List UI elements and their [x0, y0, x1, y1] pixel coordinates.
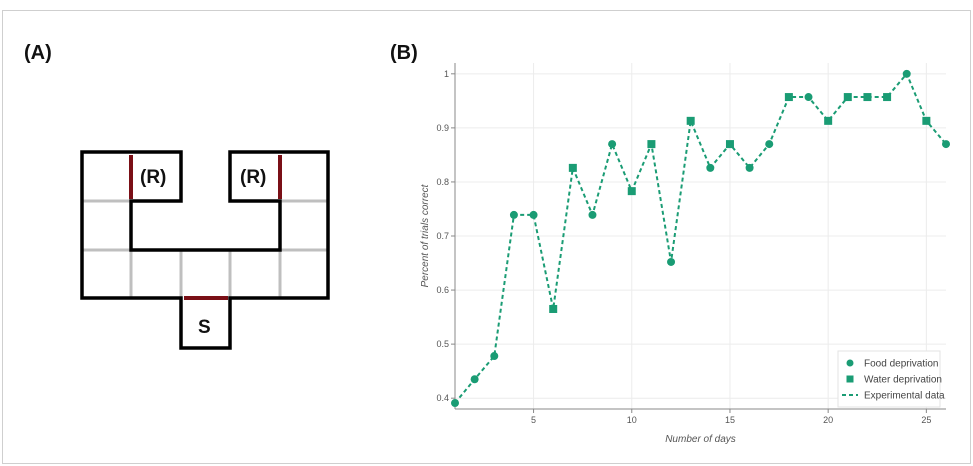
- food-deprivation-point: [902, 69, 911, 78]
- y-tick-label: 0.6: [436, 285, 449, 295]
- food-deprivation-point: [804, 93, 813, 102]
- food-deprivation-point: [608, 140, 617, 149]
- chart-ticks: 0.40.50.60.70.80.915 10 15 20 25: [436, 69, 931, 425]
- x-tick-label: 15: [725, 415, 735, 425]
- y-tick-label: 0.8: [436, 177, 449, 187]
- legend-item: Experimental data: [842, 391, 945, 402]
- left-reward-label: (R): [140, 167, 166, 188]
- food-deprivation-point: [470, 375, 479, 384]
- food-deprivation-point: [765, 140, 774, 149]
- food-deprivation-point: [529, 210, 538, 219]
- food-deprivation-point: [490, 352, 499, 361]
- water-deprivation-point: [784, 93, 793, 102]
- y-axis-label: Percent of trials correct: [420, 183, 431, 287]
- food-deprivation-point: [942, 140, 950, 149]
- water-deprivation-point: [568, 163, 577, 172]
- water-deprivation-point: [922, 116, 931, 125]
- legend-square-icon: [846, 375, 854, 383]
- water-deprivation-point: [725, 140, 734, 149]
- right-reward-label: (R): [240, 167, 266, 188]
- start-label: S: [198, 317, 211, 338]
- chart-legend: Food deprivation Water deprivation Experim…: [837, 350, 945, 408]
- maze-outline: [80, 150, 330, 350]
- water-deprivation-point: [863, 93, 872, 102]
- y-tick-label: 0.9: [436, 123, 449, 133]
- x-tick-label: 20: [823, 415, 833, 425]
- y-tick-label: 0.5: [436, 339, 449, 349]
- food-deprivation-point: [588, 210, 597, 219]
- maze-doors: [129, 155, 282, 300]
- panel-a-label: (A): [24, 42, 52, 64]
- water-deprivation-point: [627, 187, 636, 196]
- legend-item: Food deprivation: [846, 359, 939, 370]
- water-deprivation-point: [883, 93, 892, 102]
- legend-label: Food deprivation: [864, 359, 939, 370]
- panel-b-label: (B): [390, 42, 418, 64]
- x-tick-label: 25: [921, 415, 931, 425]
- water-deprivation-point: [843, 93, 852, 102]
- x-tick-label: 10: [627, 415, 637, 425]
- legend-item: Water deprivation: [846, 375, 942, 386]
- x-tick-label: 5: [531, 415, 536, 425]
- figure-frame: [2, 10, 971, 464]
- chart-markers: [451, 69, 950, 408]
- legend-circle-icon: [846, 359, 854, 367]
- legend-box: [837, 350, 941, 408]
- food-deprivation-point: [451, 399, 459, 408]
- legend-label: Experimental data: [864, 391, 945, 402]
- food-deprivation-point: [509, 210, 518, 219]
- water-deprivation-point: [686, 116, 695, 125]
- maze-walls: [80, 150, 330, 350]
- water-deprivation-point: [549, 304, 558, 313]
- legend-label: Water deprivation: [864, 375, 942, 386]
- food-deprivation-point: [667, 257, 676, 266]
- y-tick-label: 1: [444, 69, 449, 79]
- water-deprivation-point: [824, 116, 833, 125]
- food-deprivation-point: [745, 163, 754, 172]
- food-deprivation-point: [706, 163, 715, 172]
- y-tick-label: 0.4: [436, 393, 449, 403]
- water-deprivation-point: [647, 140, 656, 149]
- y-tick-label: 0.7: [436, 231, 449, 241]
- maze-grid-lines: [82, 199, 328, 298]
- x-axis-label: Number of days: [665, 434, 736, 445]
